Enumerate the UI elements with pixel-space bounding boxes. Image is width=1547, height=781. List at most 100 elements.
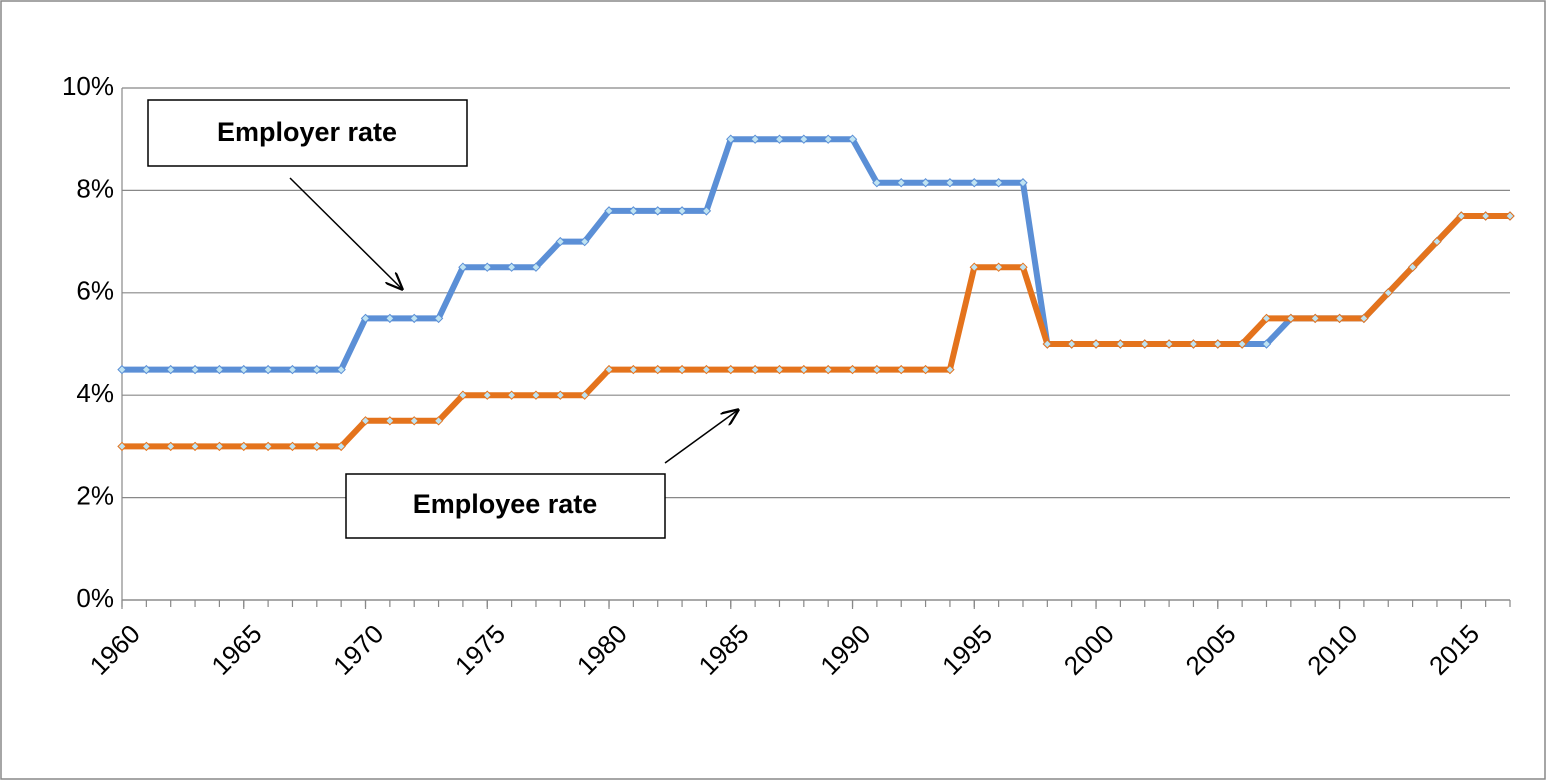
point-marker	[458, 262, 468, 272]
point-marker	[117, 364, 127, 375]
point-marker	[360, 313, 371, 324]
point-marker	[506, 262, 517, 272]
point-marker	[750, 134, 760, 144]
point-marker	[555, 236, 566, 247]
point-marker	[360, 416, 371, 426]
point-marker	[1432, 236, 1442, 247]
point-marker	[604, 364, 614, 375]
point-marker	[312, 364, 322, 375]
point-marker	[190, 364, 200, 375]
point-marker	[336, 441, 346, 452]
point-marker	[190, 441, 200, 452]
point-marker	[214, 364, 225, 375]
point-marker	[677, 364, 687, 375]
point-marker	[141, 441, 152, 452]
point-marker	[969, 262, 979, 272]
point-marker	[1480, 211, 1491, 221]
annotation-box	[345, 473, 666, 539]
point-marker	[117, 441, 127, 452]
annotation-arrow	[289, 177, 402, 289]
point-marker	[1310, 313, 1320, 324]
point-marker	[969, 178, 979, 188]
point-marker	[945, 178, 955, 188]
point-marker	[579, 390, 590, 400]
y-tick-label: 2%	[76, 480, 114, 510]
point-marker	[1407, 262, 1418, 272]
point-marker	[482, 262, 492, 272]
point-marker	[1140, 339, 1150, 349]
point-marker	[872, 364, 882, 375]
annotation-box	[147, 99, 468, 167]
annotation-arrow	[664, 410, 738, 464]
point-marker	[799, 364, 809, 375]
point-marker	[531, 390, 541, 400]
point-marker	[653, 364, 663, 375]
point-marker	[896, 364, 906, 375]
point-marker	[823, 364, 833, 375]
y-tick-label: 0%	[76, 583, 114, 613]
point-marker	[385, 313, 395, 324]
point-marker	[1164, 339, 1174, 349]
point-marker	[141, 364, 152, 375]
point-marker	[239, 441, 249, 452]
point-marker	[1018, 262, 1028, 272]
point-marker	[336, 364, 346, 375]
point-marker	[263, 364, 273, 375]
point-marker	[872, 178, 882, 188]
point-marker	[579, 236, 590, 247]
plot	[117, 134, 1515, 452]
point-marker	[287, 441, 298, 452]
point-marker	[1261, 339, 1272, 349]
point-marker	[506, 390, 517, 400]
point-marker	[385, 416, 395, 426]
point-marker	[409, 416, 419, 426]
point-marker	[677, 206, 687, 216]
point-marker	[1188, 339, 1199, 349]
point-marker	[920, 364, 931, 375]
point-marker	[993, 262, 1004, 272]
point-marker	[555, 390, 566, 400]
point-marker	[1237, 339, 1247, 349]
point-marker	[1383, 288, 1393, 298]
point-marker	[750, 364, 760, 375]
point-marker	[604, 206, 614, 216]
point-marker	[1261, 313, 1272, 324]
series-line	[122, 213, 1510, 450]
point-marker	[726, 364, 736, 375]
point-marker	[433, 313, 444, 324]
point-marker	[1213, 339, 1223, 349]
point-marker	[433, 416, 444, 426]
point-marker	[1505, 211, 1515, 221]
point-marker	[993, 178, 1004, 188]
point-marker	[1334, 313, 1345, 324]
point-marker	[774, 364, 785, 375]
point-marker	[1018, 178, 1028, 188]
point-marker	[799, 134, 809, 144]
point-marker	[701, 206, 712, 216]
point-marker	[165, 441, 176, 452]
point-marker	[628, 364, 639, 375]
point-marker	[823, 134, 833, 144]
point-marker	[409, 313, 419, 324]
point-marker	[1066, 339, 1077, 349]
point-marker	[214, 441, 225, 452]
y-tick-label: 6%	[76, 276, 114, 306]
annotation: Employer rate	[217, 117, 397, 147]
point-marker	[458, 390, 468, 400]
annotation: Employee rate	[413, 489, 598, 519]
point-marker	[920, 178, 931, 188]
point-marker	[1115, 339, 1126, 349]
point-marker	[482, 390, 492, 400]
point-marker	[653, 206, 663, 216]
point-marker	[701, 364, 712, 375]
point-marker	[847, 134, 858, 144]
y-tick-label: 10%	[62, 71, 114, 101]
point-marker	[896, 178, 906, 188]
point-marker	[165, 364, 176, 375]
point-marker	[239, 364, 249, 375]
point-marker	[847, 364, 858, 375]
point-marker	[263, 441, 273, 452]
point-marker	[1359, 313, 1369, 324]
point-marker	[1091, 339, 1101, 349]
